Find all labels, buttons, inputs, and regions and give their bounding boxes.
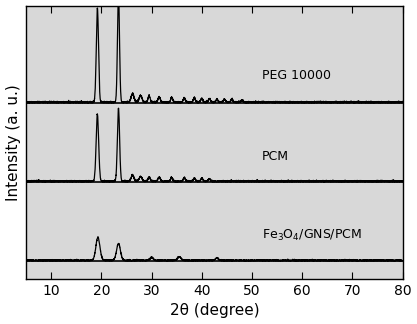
Text: PEG 10000: PEG 10000 (262, 69, 331, 82)
Y-axis label: Intensity (a. u.): Intensity (a. u.) (5, 84, 20, 201)
X-axis label: 2θ (degree): 2θ (degree) (170, 304, 259, 318)
Text: PCM: PCM (262, 150, 289, 163)
Text: Fe$_3$O$_4$/GNS/PCM: Fe$_3$O$_4$/GNS/PCM (262, 228, 362, 243)
